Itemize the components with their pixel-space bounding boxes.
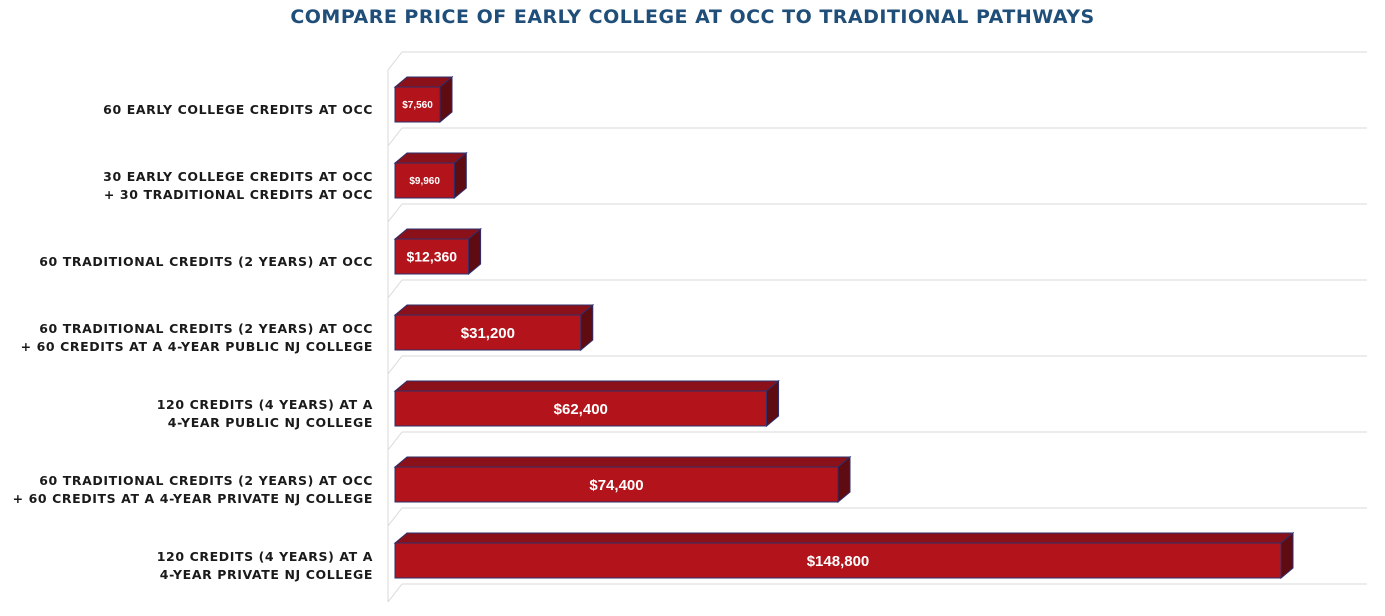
category-label: 4-YEAR PUBLIC NJ COLLEGE: [168, 415, 373, 430]
bar-front-face: [394, 162, 455, 199]
chart-title: COMPARE PRICE OF EARLY COLLEGE AT OCC TO…: [290, 6, 1095, 28]
data-label: $12,360: [406, 249, 457, 265]
bar-front-face: [394, 238, 470, 275]
gridline-floor: [387, 507, 403, 527]
gridline-floor: [387, 279, 403, 299]
bar-top-face: [393, 532, 1295, 544]
category-label: 30 EARLY COLLEGE CREDITS AT OCC: [103, 169, 373, 184]
bar: $7,560: [393, 75, 454, 124]
data-label: $62,400: [554, 401, 608, 418]
bar-front-face: [394, 314, 582, 351]
bar-top-face: [393, 380, 780, 392]
bar: $9,960: [393, 151, 468, 200]
gridline-floor: [387, 583, 403, 603]
bar-top-face: [393, 456, 852, 468]
gridline-floor: [387, 203, 403, 223]
bar: $31,200: [393, 303, 595, 352]
category-label: 120 CREDITS (4 YEARS) AT A: [157, 397, 373, 412]
bar-front-face: [394, 390, 768, 427]
bars: $7,560 $9,960 $12,360 $31,200 $62,400 $74,400…: [393, 75, 1295, 580]
bar: $62,400: [393, 379, 780, 428]
category-label: + 30 TRADITIONAL CREDITS AT OCC: [104, 187, 373, 202]
bar: $12,360: [393, 227, 482, 276]
gridline-floor: [387, 355, 403, 375]
category-label: + 60 CREDITS AT A 4-YEAR PRIVATE NJ COLL…: [13, 491, 373, 506]
category-label: 60 TRADITIONAL CREDITS (2 YEARS) AT OCC: [39, 254, 373, 269]
category-label: + 60 CREDITS AT A 4-YEAR PUBLIC NJ COLLE…: [21, 339, 373, 354]
bar-top-face: [393, 304, 595, 316]
data-label: $148,800: [807, 553, 870, 570]
category-label: 60 EARLY COLLEGE CREDITS AT OCC: [103, 102, 373, 117]
gridline-floor: [387, 127, 403, 147]
bar-front-face: [394, 542, 1282, 579]
bar: $74,400: [393, 455, 852, 504]
gridline-floor: [387, 431, 403, 451]
category-label: 60 TRADITIONAL CREDITS (2 YEARS) AT OCC: [39, 473, 373, 488]
category-label: 120 CREDITS (4 YEARS) AT A: [157, 549, 373, 564]
category-labels: 60 EARLY COLLEGE CREDITS AT OCC 30 EARLY …: [13, 102, 373, 582]
bar-front-face: [394, 466, 839, 503]
bar-top-face: [393, 228, 482, 240]
bar-front-face: [394, 86, 441, 123]
gridline-floor: [387, 51, 403, 71]
bar: $148,800: [393, 531, 1295, 580]
gridlines: [387, 51, 1367, 603]
data-label: $31,200: [461, 325, 515, 342]
data-label: $9,960: [409, 176, 440, 187]
category-label: 60 TRADITIONAL CREDITS (2 YEARS) AT OCC: [39, 321, 373, 336]
data-label: $74,400: [589, 477, 643, 494]
data-label: $7,560: [402, 100, 433, 111]
category-label: 4-YEAR PRIVATE NJ COLLEGE: [160, 567, 373, 582]
